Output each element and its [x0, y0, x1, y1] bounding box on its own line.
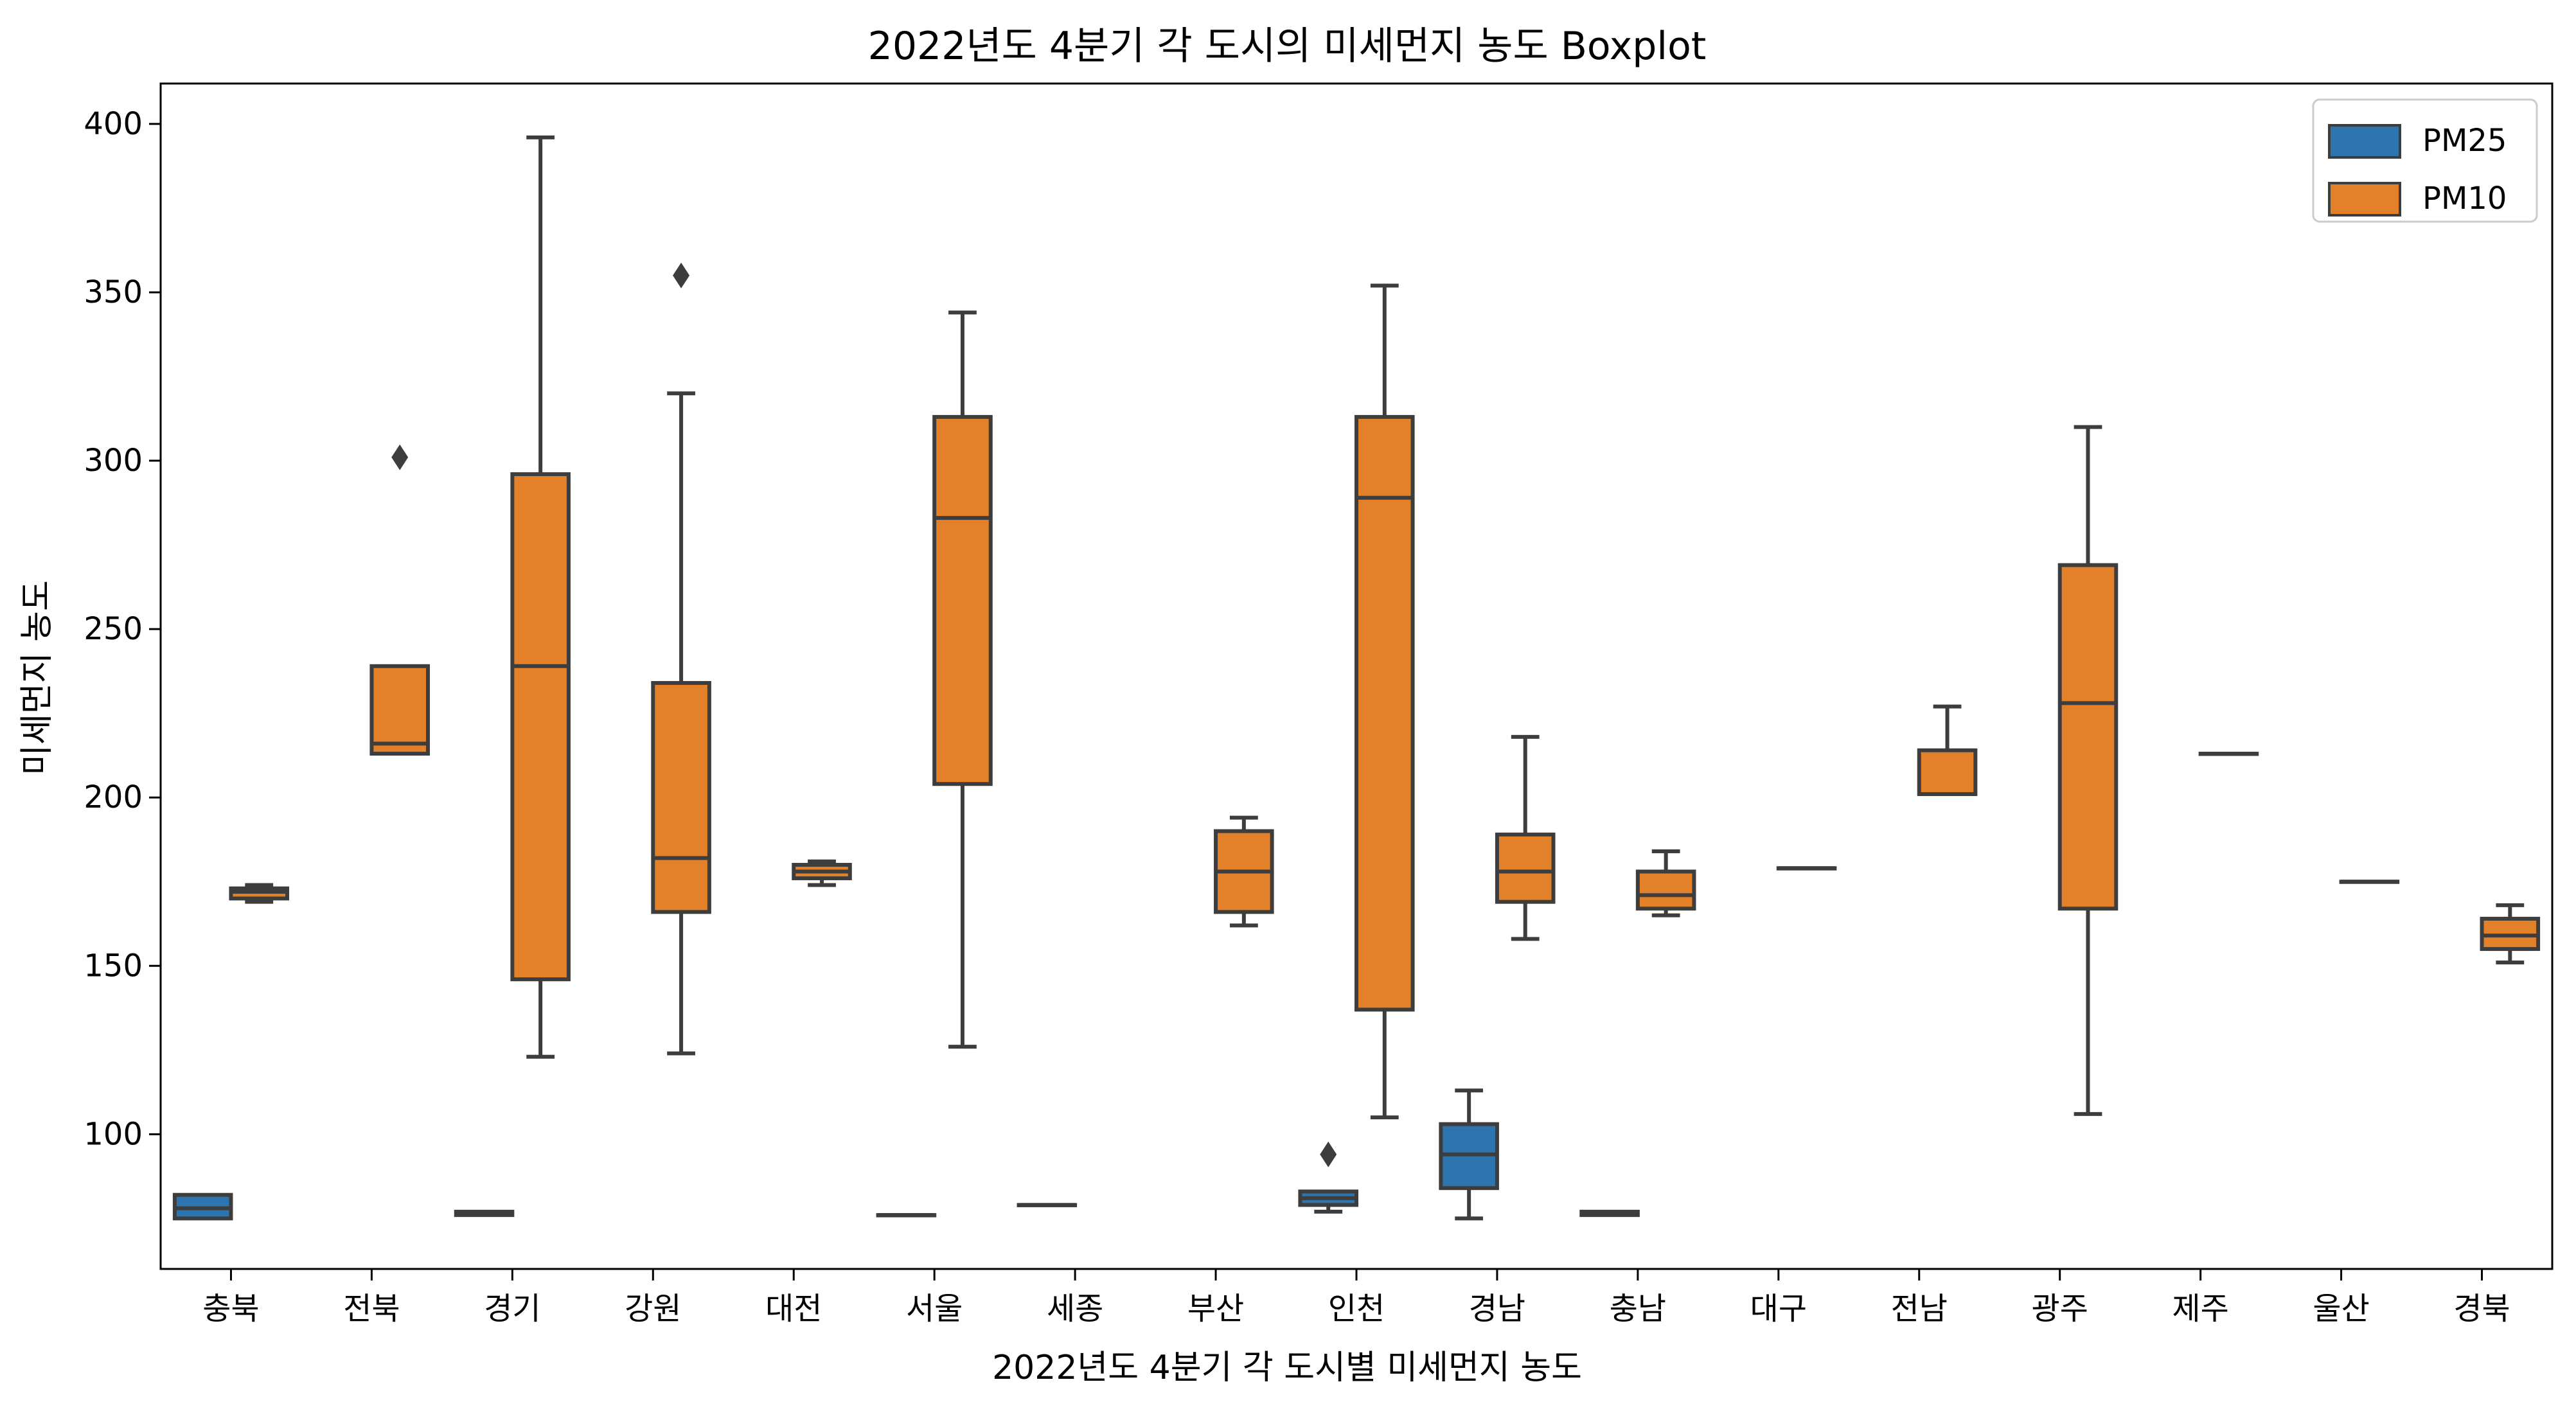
y-tick-label: 400	[84, 106, 143, 142]
y-tick-label: 100	[84, 1116, 143, 1152]
y-tick-label: 200	[84, 779, 143, 815]
pm10-box	[2057, 563, 2119, 911]
pm10-box	[932, 414, 993, 786]
legend-swatch-pm10	[2328, 182, 2401, 217]
pm10-box	[1635, 869, 1696, 911]
x-tick-label: 전북	[343, 1291, 400, 1327]
pm10-box	[651, 680, 711, 914]
x-tick-label: 세종	[1047, 1291, 1103, 1327]
chart-title: 2022년도 4분기 각 도시의 미세먼지 농도 Boxplot	[868, 24, 1707, 69]
x-tick-label: 대전	[765, 1291, 822, 1327]
legend-label-pm25: PM25	[2422, 123, 2507, 159]
pm10-box	[1917, 748, 1978, 796]
pm10-box	[369, 664, 430, 756]
pm10-box	[510, 472, 571, 982]
plot-area: 100 150 200 250 300 350 400 충북 전북 경기 강원 대전 서울 세종 부산 인천 경…	[84, 106, 2541, 1327]
pm10-outlier-point	[673, 262, 690, 288]
x-tick-label: 울산	[2313, 1291, 2369, 1327]
x-tick-label: 부산	[1187, 1291, 1244, 1327]
legend: PM25 PM10	[2312, 98, 2538, 223]
x-tick-label: 경남	[1469, 1291, 1525, 1327]
x-tick-label: 충남	[1610, 1291, 1666, 1327]
pm10-box	[1495, 832, 1556, 904]
y-axis-label: 미세먼지 농도	[18, 580, 57, 775]
x-tick-label: 전남	[1891, 1291, 1948, 1327]
x-tick-label: 서울	[906, 1291, 963, 1327]
x-axis-label: 2022년도 4분기 각 도시별 미세먼지 농도	[992, 1349, 1582, 1387]
x-tick-label: 제주	[2172, 1291, 2228, 1327]
y-tick-label: 150	[84, 948, 143, 984]
pm25-outlier-point	[1320, 1141, 1337, 1167]
x-tick-label: 강원	[625, 1291, 681, 1327]
legend-swatch-pm25	[2328, 124, 2401, 159]
x-tick-label: 대구	[1750, 1291, 1807, 1327]
plot-frame	[159, 82, 2554, 1270]
pm10-outlier-point	[391, 444, 409, 470]
pm10-box	[1355, 414, 1415, 1012]
y-tick-label: 300	[84, 443, 143, 479]
y-tick-label: 250	[84, 611, 143, 647]
x-tick-label: 광주	[2032, 1291, 2088, 1327]
x-tick-label: 경기	[484, 1291, 540, 1327]
x-tick-label: 인천	[1328, 1291, 1385, 1327]
y-tick-label: 350	[84, 274, 143, 310]
x-tick-label: 충북	[202, 1291, 259, 1327]
x-tick-label: 경북	[2453, 1291, 2510, 1327]
legend-label-pm10: PM10	[2422, 181, 2507, 217]
